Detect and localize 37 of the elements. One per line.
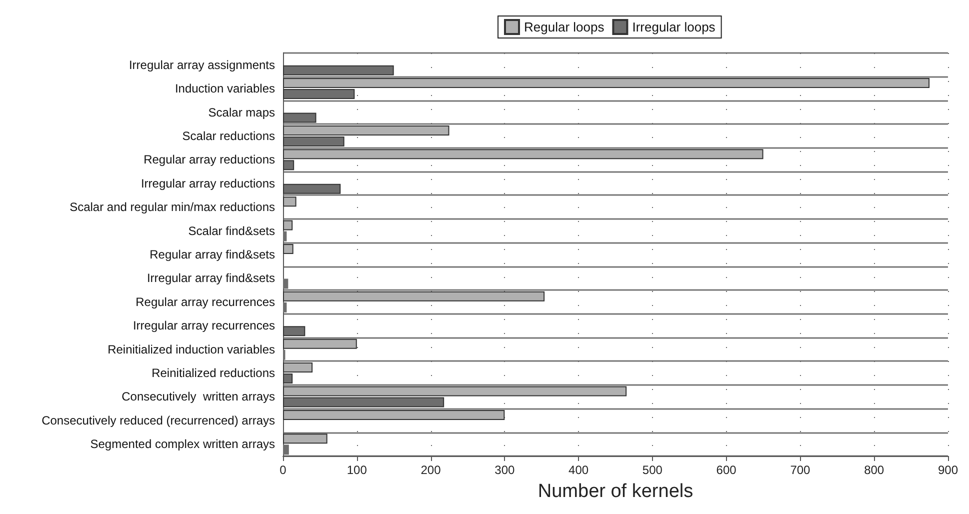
x-tick-label: 100 [346,463,368,477]
y-tick-label: Reinitialized induction variables [108,342,275,356]
x-tick-label: 900 [938,463,958,477]
y-tick-label: Irregular array reductions [140,176,275,190]
x-tick-label: 200 [420,463,442,477]
legend-label: Irregular loops [632,20,716,34]
y-tick-label: Regular array reductions [144,152,275,167]
x-tick-label: 600 [716,463,737,477]
bar [283,220,293,230]
y-tick-label: Consecutively written arrays [122,390,275,404]
y-tick-label: Reinitialized reductions [152,366,275,380]
x-tick-label: 400 [568,463,589,477]
y-tick-label: Irregular array recurrences [132,318,275,333]
y-tick-label: Scalar reductions [182,128,275,143]
x-tick-label: 500 [642,463,663,477]
y-tick-label: Induction variables [174,82,275,96]
bar [283,244,294,254]
y-tick-label: Irregular array find&sets [146,271,275,286]
x-tick-label: 700 [790,463,811,477]
y-tick-label: Consecutively reduced (recurrenced) arrays [42,413,275,428]
x-axis-title: Number of kernels [538,481,694,502]
y-tick-label: Scalar maps [208,105,275,120]
bar [283,196,296,207]
x-tick-label: 0 [280,463,287,477]
x-tick-label: 800 [864,463,884,477]
y-tick-label: Segmented complex written arrays [90,437,275,452]
y-tick-label: Scalar find&sets [188,224,275,238]
x-tick-label: 300 [494,463,515,477]
bar [283,434,328,444]
bar [283,291,545,302]
y-tick-label: Regular array find&sets [150,248,275,262]
y-tick-label: Irregular array assignments [128,58,275,72]
y-tick-label: Regular array recurrences [136,294,275,309]
legend-label: Regular loops [524,20,605,34]
bar [283,410,505,420]
bar [283,338,357,349]
y-tick-label: Scalar and regular min/max reductions [70,200,275,214]
